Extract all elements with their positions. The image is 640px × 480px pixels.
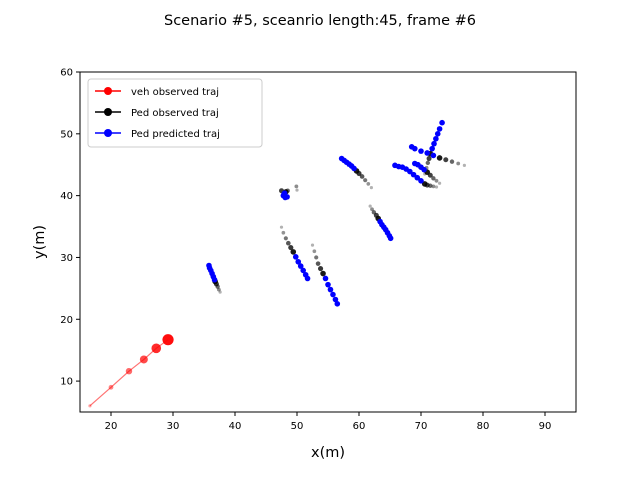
- legend-marker: [104, 108, 112, 116]
- ped-2-predicted-point: [295, 258, 302, 265]
- ped-2-predicted-point: [304, 275, 311, 282]
- ped-8-observed-point: [431, 176, 436, 181]
- ped-6-predicted-point: [429, 145, 435, 152]
- ped-6-observed-point: [425, 160, 431, 166]
- ped-3-observed-point: [314, 255, 319, 260]
- ped-3-predicted-point: [332, 296, 339, 303]
- vehicle-point: [125, 368, 133, 375]
- ped-2-observed-point: [281, 230, 286, 235]
- x-axis-label: x(m): [311, 445, 345, 461]
- ped-6-predicted-point: [434, 131, 441, 137]
- x-tick-label: 30: [167, 421, 180, 432]
- ped-2-observed-point: [279, 225, 284, 229]
- ped-0-predicted-point: [206, 262, 212, 269]
- legend-marker: [104, 87, 112, 95]
- ped-7-predicted-point: [430, 152, 437, 159]
- y-tick-label: 40: [60, 191, 73, 202]
- ped-2-predicted-point: [292, 254, 299, 260]
- ped-0-observed-point: [218, 290, 222, 294]
- vehicle-point: [88, 404, 92, 408]
- ped-3-predicted-point: [330, 291, 336, 298]
- ped-4-observed-point: [366, 182, 371, 186]
- ped-3-predicted-point: [322, 275, 329, 282]
- ped-9-predicted-point: [414, 174, 421, 181]
- ped-7-observed-point: [449, 159, 455, 164]
- ped-4-predicted-point: [338, 155, 345, 162]
- ped-3-predicted-point: [325, 281, 331, 288]
- ped-1-observed-point: [294, 184, 299, 189]
- ped-3-observed-point: [310, 243, 315, 247]
- ped-2-observed-point: [286, 240, 291, 246]
- ped-7-predicted-point: [418, 148, 424, 154]
- legend-label: Ped predicted traj: [131, 129, 220, 140]
- x-tick-label: 20: [105, 421, 118, 432]
- ped-3-observed-point: [320, 270, 326, 277]
- y-tick-label: 20: [60, 315, 73, 326]
- ped-2-predicted-point: [300, 267, 307, 274]
- ped-9-observed-point: [434, 185, 439, 189]
- ped-7-observed-point: [456, 161, 461, 166]
- legend-label: veh observed traj: [131, 87, 219, 98]
- legend-marker: [104, 129, 112, 137]
- ped-1-observed-point: [295, 188, 299, 192]
- ped-8-predicted-point: [412, 160, 418, 167]
- x-axis: 20 30 40 50 60 70 80 90: [105, 412, 552, 432]
- ped-9-predicted-point: [418, 178, 424, 184]
- x-tick-label: 70: [415, 421, 428, 432]
- x-tick-label: 50: [291, 421, 304, 432]
- vehicle-point: [151, 343, 162, 354]
- ped-7-observed-point: [436, 155, 443, 161]
- y-tick-label: 10: [60, 377, 73, 388]
- ped-2-observed-point: [283, 236, 288, 241]
- vehicle-point: [139, 355, 148, 364]
- ped-7-observed-point: [462, 163, 466, 167]
- y-tick-label: 50: [60, 129, 73, 140]
- y-tick-label: 30: [60, 253, 73, 264]
- legend-box: [87, 78, 263, 148]
- ped-6-predicted-point: [436, 126, 443, 132]
- vehicle-point: [108, 384, 114, 390]
- x-tick-label: 40: [229, 421, 242, 432]
- x-tick-label: 60: [353, 421, 366, 432]
- ped-6-observed-point: [426, 156, 432, 162]
- ped-6-predicted-point: [431, 140, 437, 147]
- ped-4-observed-point: [363, 178, 368, 183]
- ped-5-observed-point: [368, 204, 372, 208]
- legend-label: Ped observed traj: [131, 108, 219, 119]
- ped-7-observed-point: [443, 157, 449, 163]
- ped-3-observed-point: [312, 249, 317, 254]
- ped-2-predicted-point: [297, 263, 304, 269]
- chart-title: Scenario #5, sceanrio length:45, frame #…: [164, 13, 476, 29]
- ped-3-predicted-point: [334, 301, 341, 307]
- x-tick-label: 90: [539, 421, 552, 432]
- ped-8-observed-point: [438, 181, 442, 185]
- ped-3-predicted-point: [327, 286, 334, 293]
- x-tick-label: 80: [477, 421, 490, 432]
- ped-8-observed-point: [434, 178, 439, 183]
- ped-6-predicted-point: [433, 135, 439, 142]
- ped-7-predicted-point: [424, 150, 431, 156]
- legend: veh observed traj Ped observed traj Ped pr…: [87, 78, 263, 148]
- ped-5-predicted-point: [387, 235, 394, 242]
- ped-9-predicted-point: [392, 162, 398, 169]
- y-axis: 10 20 30 40 50 60: [60, 68, 80, 388]
- y-tick-label: 60: [60, 68, 73, 79]
- ped-4-observed-point: [369, 186, 373, 190]
- ped-2-observed-point: [288, 245, 294, 251]
- ped-2-observed-point: [290, 249, 297, 255]
- ped-3-observed-point: [318, 266, 324, 272]
- ped-1-predicted-point: [282, 194, 289, 201]
- ped-7-predicted-point: [408, 144, 415, 150]
- ped-9-observed-point: [421, 181, 428, 187]
- ped-5-observed-point: [370, 207, 374, 212]
- ped-4-observed-point: [359, 174, 365, 179]
- ped-9-predicted-point: [410, 171, 417, 178]
- plot-frame: [79, 71, 577, 413]
- ped-3-observed-point: [315, 261, 321, 266]
- y-axis-label: y(m): [32, 225, 48, 259]
- vehicle-point: [162, 334, 174, 346]
- ped-6-predicted-point: [439, 119, 445, 126]
